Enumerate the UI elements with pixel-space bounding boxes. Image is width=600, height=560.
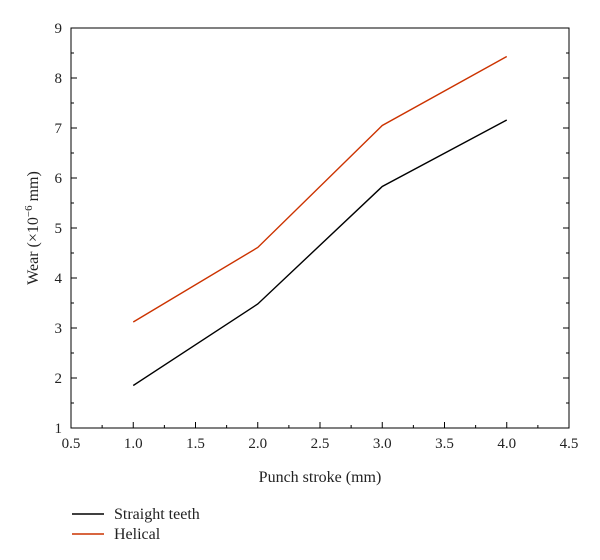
x-tick-label: 2.5 (311, 436, 330, 452)
y-tick-label: 3 (55, 321, 63, 337)
x-axis-label: Punch stroke (mm) (259, 469, 382, 486)
y-tick-label: 8 (55, 71, 63, 87)
y-tick-label: 7 (55, 121, 63, 137)
x-tick-label: 3.0 (373, 436, 392, 452)
series-line-helical (132, 55, 508, 323)
legend-label-straight-teeth: Straight teeth (114, 506, 200, 523)
y-axis-ticks: 1 2 3 4 5 6 7 8 9 (55, 21, 569, 437)
y-tick-label: 5 (55, 221, 63, 237)
plot-frame (70, 27, 570, 429)
y-tick-label: 9 (55, 21, 63, 37)
y-tick-label: 2 (55, 371, 63, 387)
x-tick-label: 2.0 (248, 436, 267, 452)
series-line-straight-teeth (132, 119, 508, 387)
legend: Straight teeth Helical (72, 506, 200, 543)
y-tick-label: 1 (55, 421, 63, 437)
x-axis-ticks: 0.5 1.0 1.5 2.0 2.5 3.0 3.5 4.0 4.5 (62, 422, 579, 452)
x-tick-label: 3.5 (435, 436, 454, 452)
x-tick-label: 1.5 (186, 436, 205, 452)
x-tick-label: 0.5 (62, 436, 81, 452)
y-tick-label: 6 (55, 171, 63, 187)
series-layer (132, 55, 508, 387)
legend-label-helical: Helical (114, 526, 161, 543)
x-tick-label: 4.5 (560, 436, 579, 452)
y-axis-label: Wear (×10−6 mm) (23, 171, 42, 285)
y-tick-label: 4 (55, 271, 63, 287)
x-tick-label: 1.0 (124, 436, 143, 452)
x-tick-label: 4.0 (497, 436, 516, 452)
